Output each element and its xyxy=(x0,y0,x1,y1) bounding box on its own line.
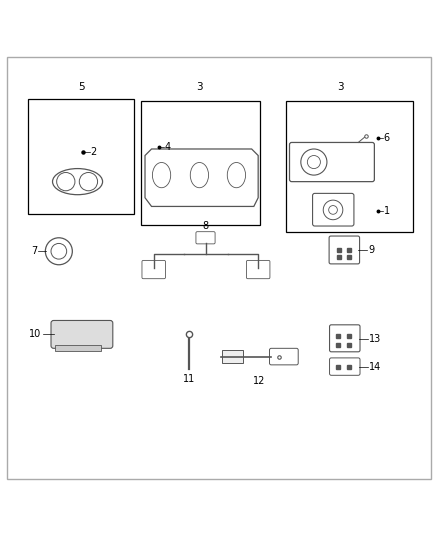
FancyBboxPatch shape xyxy=(51,320,113,349)
FancyBboxPatch shape xyxy=(141,101,260,225)
Text: 9: 9 xyxy=(368,245,374,255)
Text: 13: 13 xyxy=(369,334,381,344)
FancyBboxPatch shape xyxy=(223,350,244,363)
Text: 2: 2 xyxy=(91,148,97,157)
Text: 11: 11 xyxy=(183,375,195,384)
Text: 4: 4 xyxy=(165,142,171,152)
Text: 14: 14 xyxy=(369,361,381,372)
FancyBboxPatch shape xyxy=(329,358,360,375)
Text: 12: 12 xyxy=(253,376,265,386)
FancyBboxPatch shape xyxy=(269,349,298,365)
FancyBboxPatch shape xyxy=(28,99,134,214)
Text: 1: 1 xyxy=(384,206,390,216)
Text: 3: 3 xyxy=(338,83,344,92)
FancyBboxPatch shape xyxy=(313,193,354,226)
FancyBboxPatch shape xyxy=(290,142,374,182)
FancyBboxPatch shape xyxy=(329,236,360,264)
Text: 6: 6 xyxy=(384,133,390,143)
FancyBboxPatch shape xyxy=(329,325,360,352)
FancyBboxPatch shape xyxy=(247,261,270,279)
FancyBboxPatch shape xyxy=(55,345,101,351)
FancyBboxPatch shape xyxy=(196,232,215,244)
FancyBboxPatch shape xyxy=(142,261,166,279)
Text: 10: 10 xyxy=(29,329,42,339)
Text: 7: 7 xyxy=(31,246,37,256)
Text: 3: 3 xyxy=(196,83,203,92)
Text: 8: 8 xyxy=(202,221,208,231)
Text: 5: 5 xyxy=(78,83,85,92)
FancyBboxPatch shape xyxy=(286,101,413,232)
